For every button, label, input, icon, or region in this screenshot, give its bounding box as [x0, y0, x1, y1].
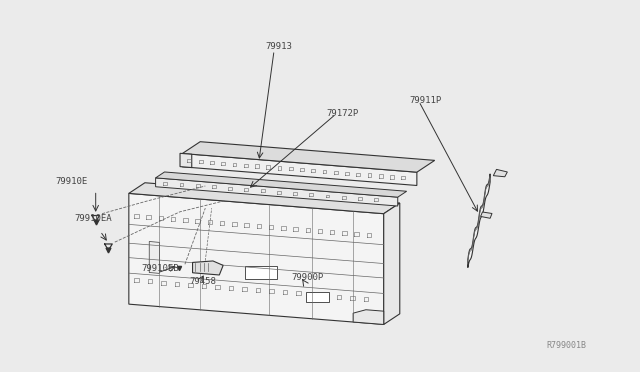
Polygon shape: [156, 178, 397, 206]
Polygon shape: [180, 153, 192, 167]
Text: 79910EB: 79910EB: [141, 264, 179, 273]
Text: 79913: 79913: [266, 42, 292, 51]
Polygon shape: [193, 261, 223, 275]
Text: 79900P: 79900P: [291, 273, 324, 282]
Polygon shape: [246, 266, 277, 279]
Polygon shape: [481, 212, 492, 218]
Polygon shape: [129, 193, 384, 324]
Text: 79910EA: 79910EA: [75, 214, 112, 223]
Polygon shape: [353, 310, 384, 324]
Text: 79911P: 79911P: [409, 96, 442, 105]
Text: 79458: 79458: [189, 278, 216, 286]
Polygon shape: [306, 292, 329, 302]
Polygon shape: [493, 169, 508, 177]
Polygon shape: [149, 241, 159, 273]
Polygon shape: [182, 142, 435, 172]
Polygon shape: [468, 174, 490, 267]
Polygon shape: [156, 172, 406, 197]
Polygon shape: [182, 154, 417, 186]
Polygon shape: [384, 203, 400, 324]
Polygon shape: [129, 183, 400, 214]
Text: 79910E: 79910E: [56, 177, 88, 186]
Text: R799001B: R799001B: [546, 341, 586, 350]
Text: 79172P: 79172P: [326, 109, 358, 118]
